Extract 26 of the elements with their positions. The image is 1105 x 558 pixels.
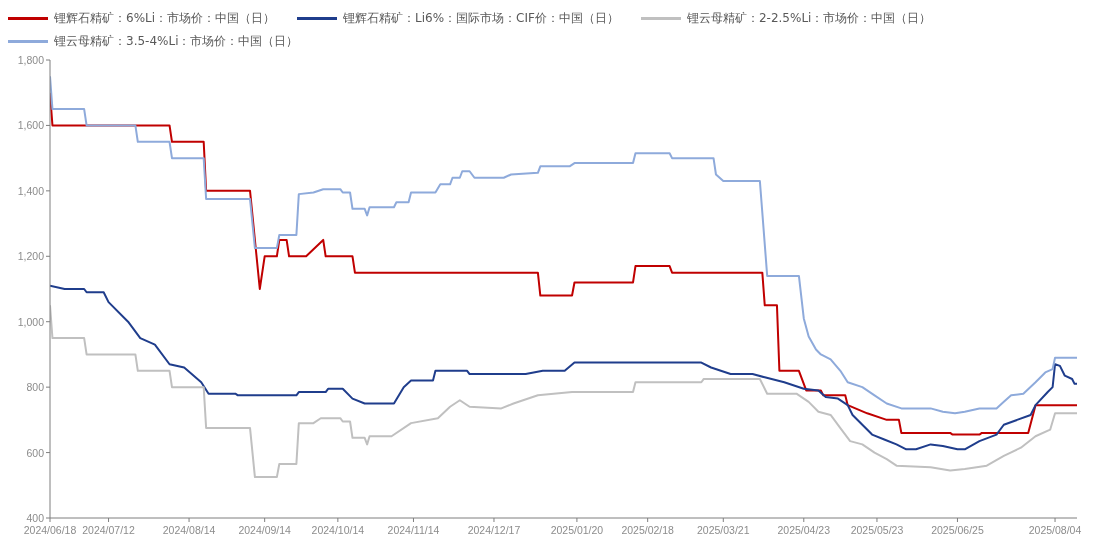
- legend-label: 锂云母精矿：2-2.5%Li：市场价：中国（日）: [686, 10, 932, 27]
- y-tick-label: 600: [26, 446, 45, 459]
- x-tick-label: 2025/03/21: [697, 524, 750, 536]
- x-tick-label: 2024/08/14: [162, 524, 216, 536]
- x-tick-label: 2024/12/17: [467, 524, 521, 536]
- x-tick-label: 2025/05/23: [850, 524, 904, 536]
- legend-label: 锂辉石精矿：Li6%：国际市场：CIF价：中国（日）: [343, 10, 619, 27]
- x-tick-label: 2024/09/14: [238, 524, 292, 536]
- x-tick-label: 2024/10/14: [311, 524, 365, 536]
- x-tick-label: 2025/04/23: [777, 524, 831, 536]
- y-tick-label: 1,200: [17, 250, 45, 263]
- legend-label: 锂辉石精矿：6%Li：市场价：中国（日）: [54, 10, 276, 27]
- x-tick-label: 2025/01/20: [550, 524, 604, 536]
- y-tick-label: 1,000: [17, 315, 45, 328]
- y-tick-label: 1,400: [17, 184, 45, 197]
- y-tick-label: 800: [26, 381, 45, 394]
- x-tick-label: 2024/11/14: [387, 524, 440, 536]
- y-tick-label: 1,800: [17, 54, 45, 66]
- y-tick-label: 1,600: [17, 119, 45, 132]
- legend-label: 锂云母精矿：3.5-4%Li：市场价：中国（日）: [54, 33, 299, 50]
- x-tick-label: 2024/06/18: [23, 524, 77, 536]
- y-tick-label: 400: [26, 512, 45, 524]
- x-tick-label: 2024/07/12: [82, 524, 135, 536]
- x-tick-label: 2025/08/04: [1028, 524, 1082, 536]
- x-tick-label: 2025/06/25: [931, 524, 984, 536]
- x-tick-label: 2025/02/18: [621, 524, 675, 536]
